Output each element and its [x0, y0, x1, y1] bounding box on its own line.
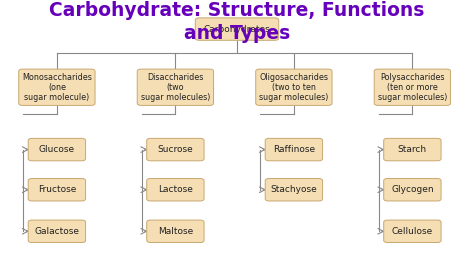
Text: Starch: Starch	[398, 145, 427, 154]
Text: Carbohydrates: Carbohydrates	[204, 25, 270, 34]
Text: Cellulose: Cellulose	[392, 227, 433, 236]
Text: Oligosaccharides
(two to ten
sugar molecules): Oligosaccharides (two to ten sugar molec…	[259, 73, 328, 102]
Text: Lactose: Lactose	[158, 185, 193, 194]
FancyBboxPatch shape	[147, 138, 204, 161]
FancyBboxPatch shape	[147, 220, 204, 243]
Text: Monosaccharides
(one
sugar molecule): Monosaccharides (one sugar molecule)	[22, 73, 92, 102]
FancyBboxPatch shape	[383, 138, 441, 161]
Text: Disaccharides
(two
sugar molecules): Disaccharides (two sugar molecules)	[141, 73, 210, 102]
FancyBboxPatch shape	[147, 178, 204, 201]
Text: Polysaccharides
(ten or more
sugar molecules): Polysaccharides (ten or more sugar molec…	[378, 73, 447, 102]
Text: Sucrose: Sucrose	[157, 145, 193, 154]
FancyBboxPatch shape	[374, 69, 450, 105]
Text: Glycogen: Glycogen	[391, 185, 434, 194]
FancyBboxPatch shape	[383, 220, 441, 243]
FancyBboxPatch shape	[28, 220, 85, 243]
FancyBboxPatch shape	[265, 178, 322, 201]
FancyBboxPatch shape	[255, 69, 332, 105]
FancyBboxPatch shape	[28, 178, 85, 201]
FancyBboxPatch shape	[28, 138, 85, 161]
Text: Fructose: Fructose	[38, 185, 76, 194]
FancyBboxPatch shape	[195, 18, 279, 40]
FancyBboxPatch shape	[265, 138, 322, 161]
Text: Stachyose: Stachyose	[271, 185, 317, 194]
FancyBboxPatch shape	[18, 69, 95, 105]
Text: Glucose: Glucose	[39, 145, 75, 154]
Text: Carbohydrate: Structure, Functions
and Types: Carbohydrate: Structure, Functions and T…	[49, 1, 425, 43]
Text: Raffinose: Raffinose	[273, 145, 315, 154]
FancyBboxPatch shape	[137, 69, 213, 105]
Text: Maltose: Maltose	[158, 227, 193, 236]
FancyBboxPatch shape	[383, 178, 441, 201]
Text: Galactose: Galactose	[35, 227, 79, 236]
